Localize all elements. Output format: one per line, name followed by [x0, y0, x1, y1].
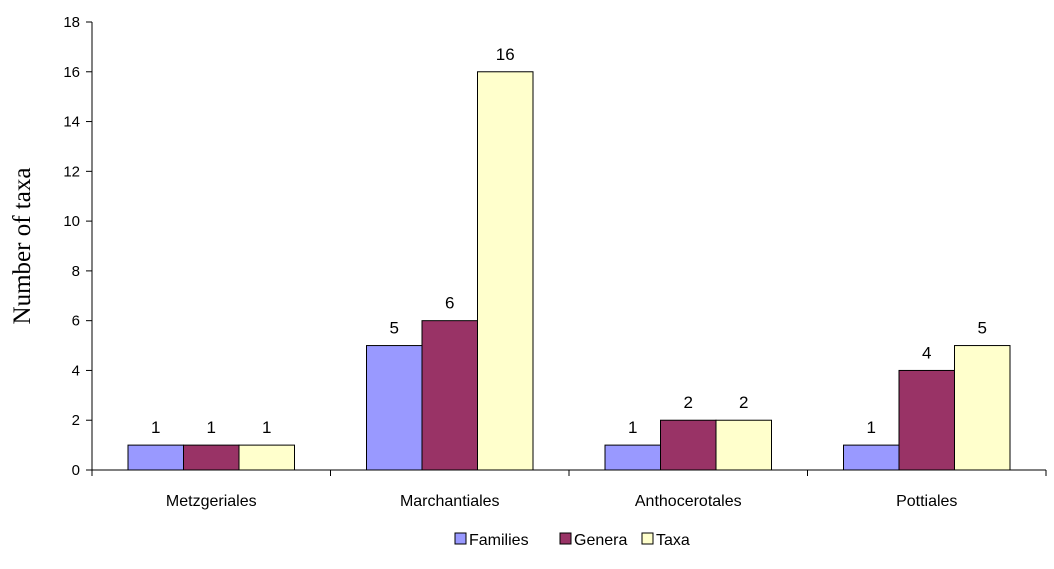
bar-families [604, 444, 661, 471]
y-tick-label: 2 [72, 412, 80, 429]
x-axis: Metzgeriales Marchantiales Anthocerotales P… [91, 469, 1047, 510]
x-category-label: Anthocerotales [635, 493, 742, 510]
data-label: 6 [445, 294, 454, 313]
bar-families [127, 444, 184, 471]
legend-label: Genera [574, 532, 627, 549]
legend-swatch-families [454, 532, 467, 545]
y-tick-label: 12 [63, 163, 80, 180]
bar-families [366, 345, 423, 471]
y-tick-label: 10 [63, 213, 80, 230]
x-category-label: Metzgeriales [166, 493, 257, 510]
y-tick-label: 6 [72, 313, 80, 330]
y-tick-label: 8 [72, 263, 80, 280]
data-label: 1 [151, 418, 160, 437]
data-label: 1 [262, 418, 271, 437]
legend-label: Taxa [656, 532, 690, 549]
data-labels: 1 1 1 5 6 16 1 2 2 1 4 5 [151, 45, 987, 437]
data-label: 5 [390, 319, 399, 338]
bar-taxa [954, 345, 1011, 471]
y-tick-label: 4 [72, 362, 80, 379]
data-label: 5 [978, 319, 987, 338]
data-label: 4 [922, 343, 931, 362]
y-tick-label: 0 [72, 462, 80, 479]
bar-genera [660, 419, 717, 471]
bar-taxa [715, 419, 772, 471]
data-label: 16 [496, 45, 515, 64]
x-category-label: Marchantiales [400, 493, 500, 510]
legend-swatch-genera [559, 532, 572, 545]
bar-genera [898, 369, 955, 471]
data-label: 2 [739, 393, 748, 412]
legend: Families Genera Taxa [454, 532, 690, 549]
y-tick-label: 14 [63, 114, 80, 131]
data-label: 2 [684, 393, 693, 412]
bar-taxa [477, 71, 534, 471]
bars [127, 71, 1011, 471]
bar-genera [421, 320, 478, 471]
bar-taxa [238, 444, 295, 471]
y-axis: 0 2 4 6 8 10 12 14 16 18 [63, 14, 93, 479]
legend-swatch-taxa [641, 532, 654, 545]
data-label: 1 [628, 418, 637, 437]
legend-label: Families [469, 532, 529, 549]
x-category-label: Pottiales [896, 493, 957, 510]
data-label: 1 [867, 418, 876, 437]
y-tick-label: 16 [63, 64, 80, 81]
y-tick-label: 18 [63, 14, 80, 31]
data-label: 1 [207, 418, 216, 437]
bar-genera [183, 444, 240, 471]
y-axis-title: Number of taxa [9, 168, 36, 325]
bar-families [843, 444, 900, 471]
